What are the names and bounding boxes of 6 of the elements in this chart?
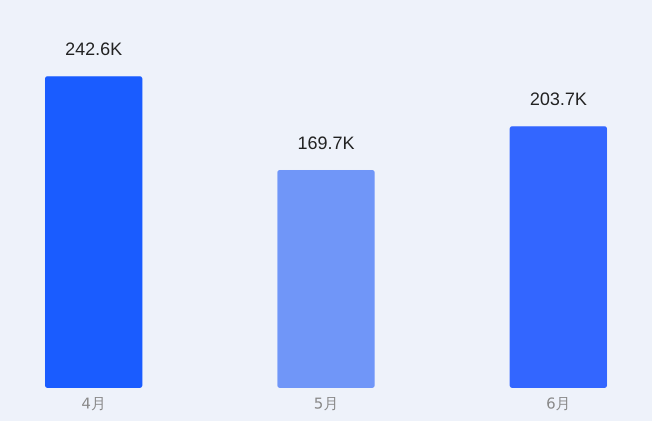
data-label: 169.7K: [297, 132, 355, 153]
data-label: 242.6K: [65, 39, 122, 60]
x-tick-label: 5月: [314, 394, 338, 412]
x-tick-label: 6月: [546, 394, 571, 412]
data-label: 203.7K: [530, 89, 587, 110]
x-tick-label: 4月: [81, 394, 106, 412]
